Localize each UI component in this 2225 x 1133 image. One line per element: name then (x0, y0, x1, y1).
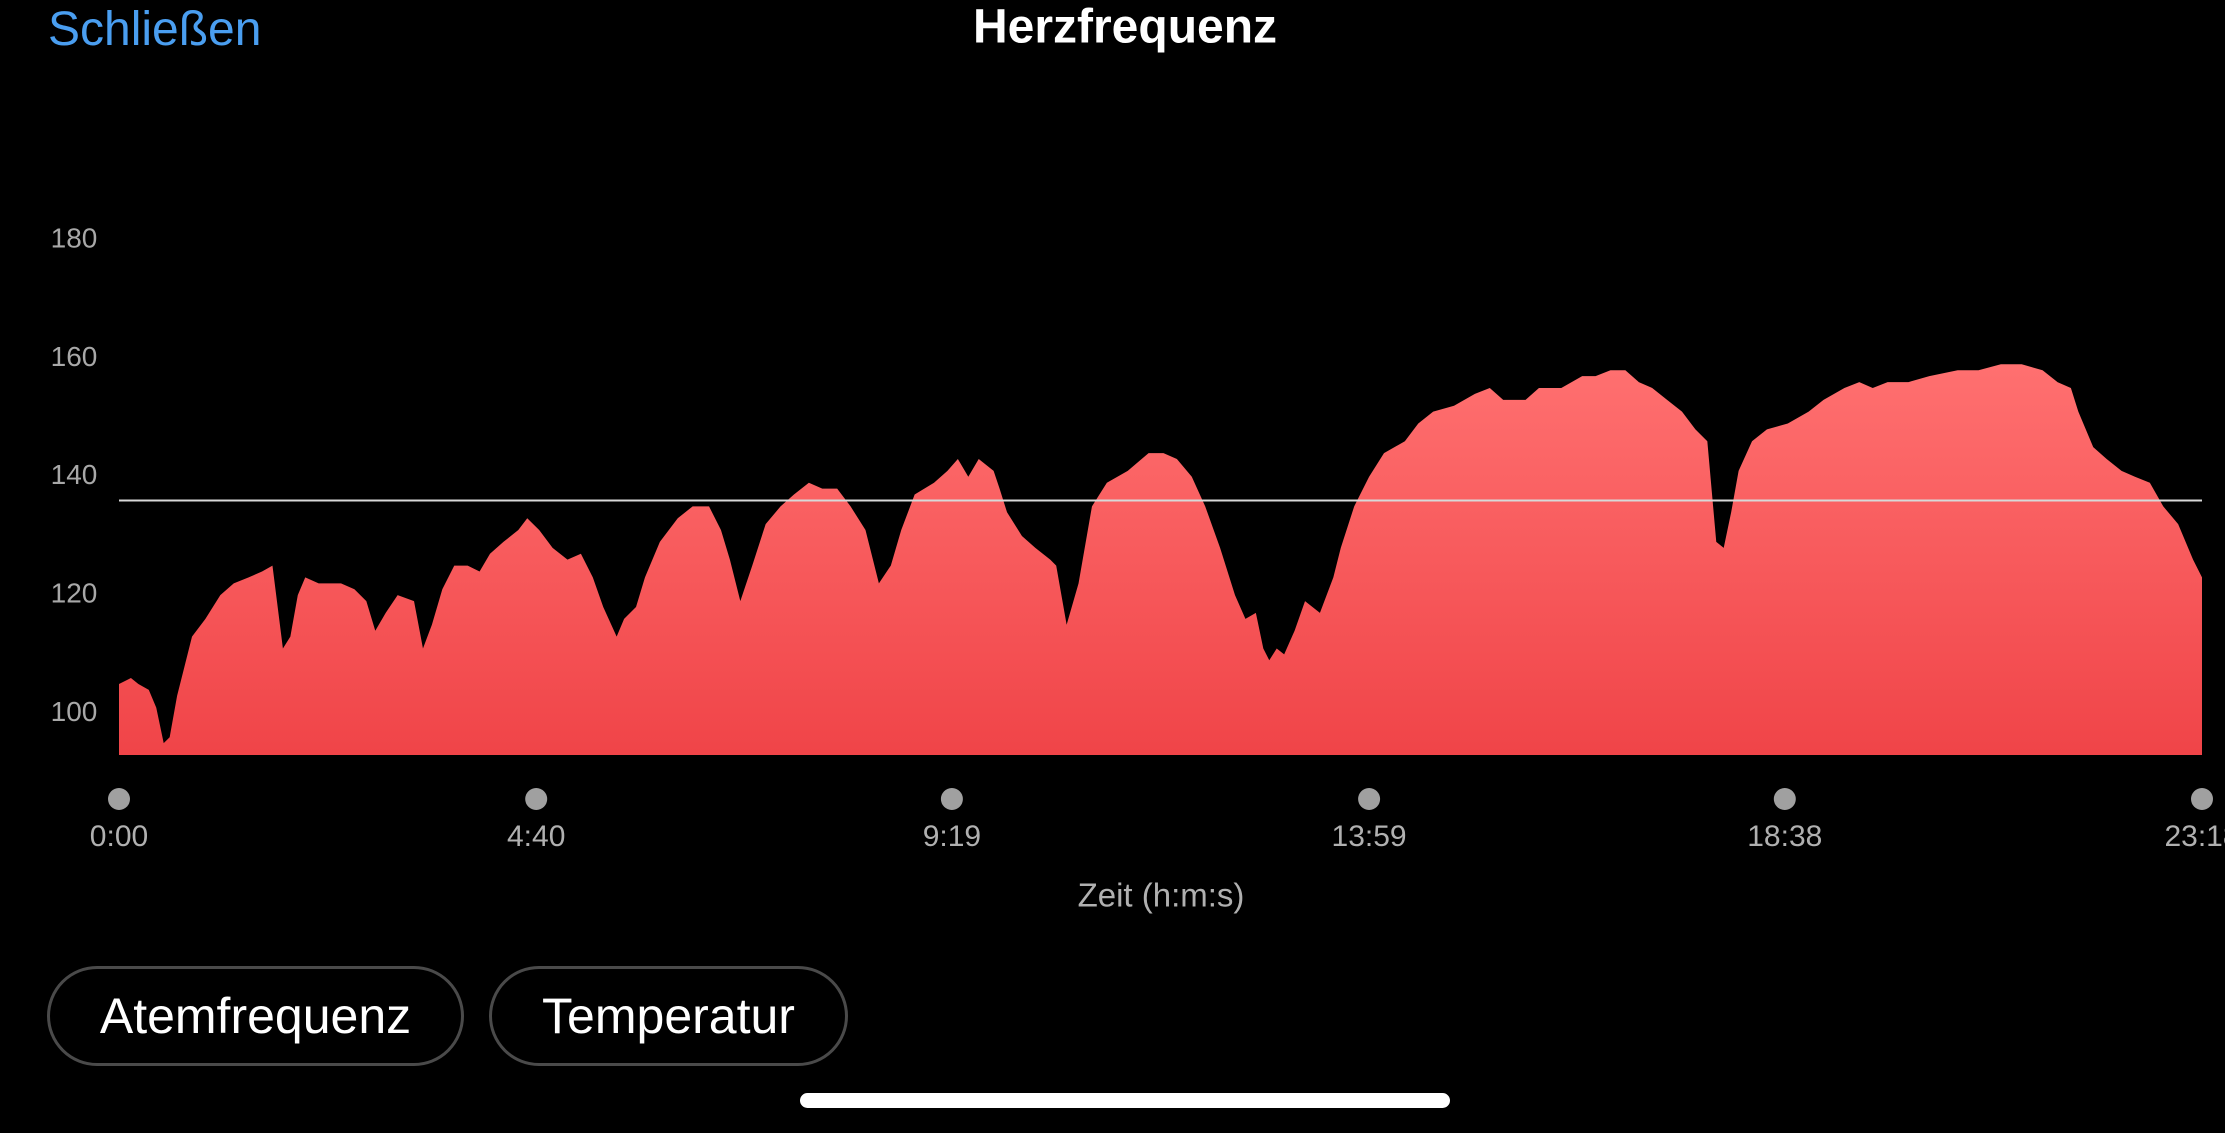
x-tick-dot (1773, 788, 1796, 810)
y-tick-label: 120 (51, 578, 98, 609)
y-tick-label: 100 (51, 696, 98, 727)
x-tick-dot (1358, 788, 1381, 810)
x-tick-dot (108, 788, 130, 810)
x-axis-label: Zeit (h:m:s) (1078, 877, 1245, 914)
y-tick-label: 140 (51, 459, 98, 490)
x-tick-dot (2191, 788, 2213, 810)
x-tick-label: 23:18 (2164, 820, 2225, 853)
x-tick-dot (525, 788, 548, 810)
x-tick-dot (940, 788, 963, 810)
home-indicator (800, 1093, 1450, 1108)
x-tick-label: 18:38 (1747, 820, 1822, 853)
tab-button[interactable]: Temperatur (489, 966, 848, 1066)
close-button[interactable]: Schließen (48, 3, 262, 56)
y-tick-label: 160 (51, 341, 98, 372)
x-tick-label: 0:00 (90, 820, 148, 853)
tab-button[interactable]: Atemfrequenz (47, 966, 464, 1066)
chart-title: Herzfrequenz (973, 1, 1277, 54)
x-tick-label: 13:59 (1332, 820, 1407, 853)
heart-rate-area (119, 364, 2202, 755)
x-tick-label: 9:19 (923, 820, 981, 853)
y-tick-label: 180 (51, 222, 98, 253)
x-tick-label: 4:40 (507, 820, 565, 853)
